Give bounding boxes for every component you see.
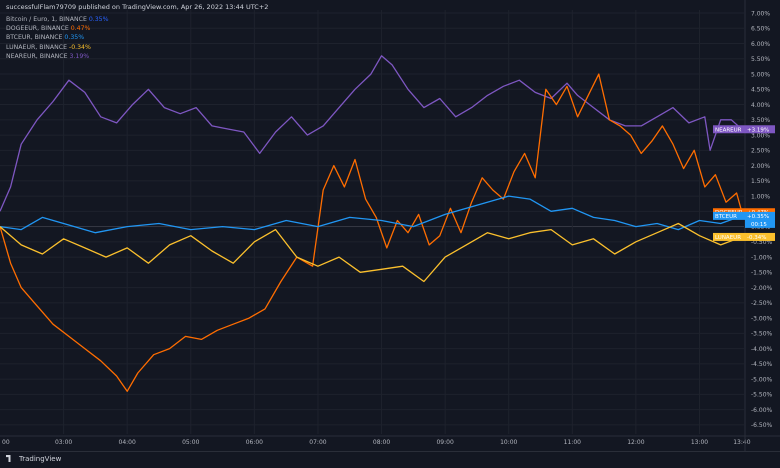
legend-item-name: DOGEEUR, BINANCE	[6, 25, 69, 33]
badge-name: LUNAEUR	[715, 235, 741, 241]
x-tick-label: 11:00	[564, 439, 581, 446]
badge-value-bg	[745, 211, 775, 228]
x-tick-label: 03:00	[55, 439, 72, 446]
x-tick-label: 10:00	[500, 439, 517, 446]
y-tick-label: -1.00%	[751, 254, 773, 261]
y-tick-label: -5.50%	[751, 392, 773, 399]
y-tick-label: -0.50%	[751, 239, 773, 246]
x-tick-label: 06:00	[246, 439, 263, 446]
series-line-dogeeur	[0, 73, 743, 392]
legend-item-name: NEAREUR, BINANCE	[6, 52, 68, 60]
badge-name: BTCEUR	[715, 214, 737, 220]
y-tick-label: 7.00%	[751, 10, 770, 17]
legend-item-name: BTCEUR, BINANCE	[6, 34, 63, 42]
tradingview-logo-icon	[6, 455, 11, 462]
y-tick-label: 6.50%	[751, 26, 770, 33]
legend-main[interactable]: Bitcoin / Euro, 1, BINANCE 0.35%	[6, 15, 108, 24]
y-tick-label: 1.50%	[751, 178, 770, 185]
badge-neareur[interactable]: NEAREUR +3.19%	[713, 125, 775, 134]
x-tick-label: 12:00	[627, 439, 644, 446]
y-tick-label: 2.00%	[751, 163, 770, 170]
legend: Bitcoin / Euro, 1, BINANCE 0.35% DOGEEUR…	[6, 15, 108, 61]
footer-bar: TradingView	[0, 451, 780, 468]
badge-countdown: 00:15	[751, 222, 767, 228]
y-tick-label: -3.00%	[751, 315, 773, 322]
publish-header: successfulFlam79709 published on Trading…	[6, 3, 269, 11]
y-tick-label: 6.00%	[751, 41, 770, 48]
tradingview-logo-text: TradingView	[19, 455, 62, 463]
y-tick-label: 5.00%	[751, 71, 770, 78]
y-tick-label: -2.50%	[751, 300, 773, 307]
legend-item-neareur[interactable]: NEAREUR, BINANCE 3.19%	[6, 52, 108, 61]
series-line-neareur	[0, 55, 743, 212]
legend-main-change: 0.35%	[88, 16, 109, 23]
x-tick-label: 00	[2, 439, 10, 446]
y-tick-label: 4.50%	[751, 87, 770, 94]
badge-value: +3.19%	[747, 127, 769, 133]
y-tick-label: -2.00%	[751, 285, 773, 292]
x-tick-label: 13:00	[691, 439, 708, 446]
badge-value: +0.35%	[747, 214, 769, 220]
y-tick-label: -5.00%	[751, 376, 773, 383]
y-tick-label: -4.50%	[751, 361, 773, 368]
y-tick-label: 3.00%	[751, 132, 770, 139]
badge-name-bg	[713, 125, 745, 134]
legend-item-dogeeur[interactable]: DOGEEUR, BINANCE 0.47%	[6, 24, 108, 33]
y-tick-label: -1.50%	[751, 270, 773, 277]
legend-item-name: LUNAEUR, BINANCE	[6, 43, 67, 51]
y-tick-label: -4.00%	[751, 346, 773, 353]
series-line-btceur	[0, 195, 743, 234]
legend-item-lunaeur[interactable]: LUNAEUR, BINANCE -0.34%	[6, 43, 108, 52]
y-tick-label: 2.50%	[751, 148, 770, 155]
series-line-lunaeur	[0, 222, 743, 283]
x-tick-label: 08:00	[373, 439, 390, 446]
y-tick-label: 3.50%	[751, 117, 770, 124]
x-tick-label: 13:40	[733, 439, 750, 446]
legend-item-change: 0.47%	[70, 25, 91, 33]
y-tick-label: 1.00%	[751, 193, 770, 200]
badge-btceur[interactable]: BTCEUR +0.35% 00:15	[713, 211, 775, 228]
badge-value: -0.34%	[747, 235, 766, 241]
badge-name: NEAREUR	[715, 127, 742, 133]
badge-lunaeur[interactable]: LUNAEUR -0.34%	[713, 232, 775, 241]
y-tick-label: -3.50%	[751, 331, 773, 338]
x-tick-label: 05:00	[182, 439, 199, 446]
y-tick-label: -6.00%	[751, 407, 773, 414]
y-tick-label: 4.00%	[751, 102, 770, 109]
legend-item-change: -0.34%	[68, 43, 91, 51]
badge-name-bg	[713, 211, 745, 220]
legend-item-change: 0.35%	[64, 34, 85, 42]
y-tick-label: -6.50%	[751, 422, 773, 429]
badge-name-bg	[713, 232, 745, 241]
legend-item-change: 3.19%	[69, 52, 90, 60]
badge-value-bg	[745, 125, 775, 134]
y-tick-label: 5.50%	[751, 56, 770, 63]
x-tick-label: 09:00	[436, 439, 453, 446]
x-tick-label: 04:00	[119, 439, 136, 446]
legend-main-name: Bitcoin / Euro, 1, BINANCE	[6, 16, 87, 23]
legend-item-btceur[interactable]: BTCEUR, BINANCE 0.35%	[6, 33, 108, 42]
tradingview-logo[interactable]: TradingView	[6, 455, 61, 463]
badge-value-bg	[745, 232, 775, 241]
x-tick-label: 07:00	[309, 439, 326, 446]
